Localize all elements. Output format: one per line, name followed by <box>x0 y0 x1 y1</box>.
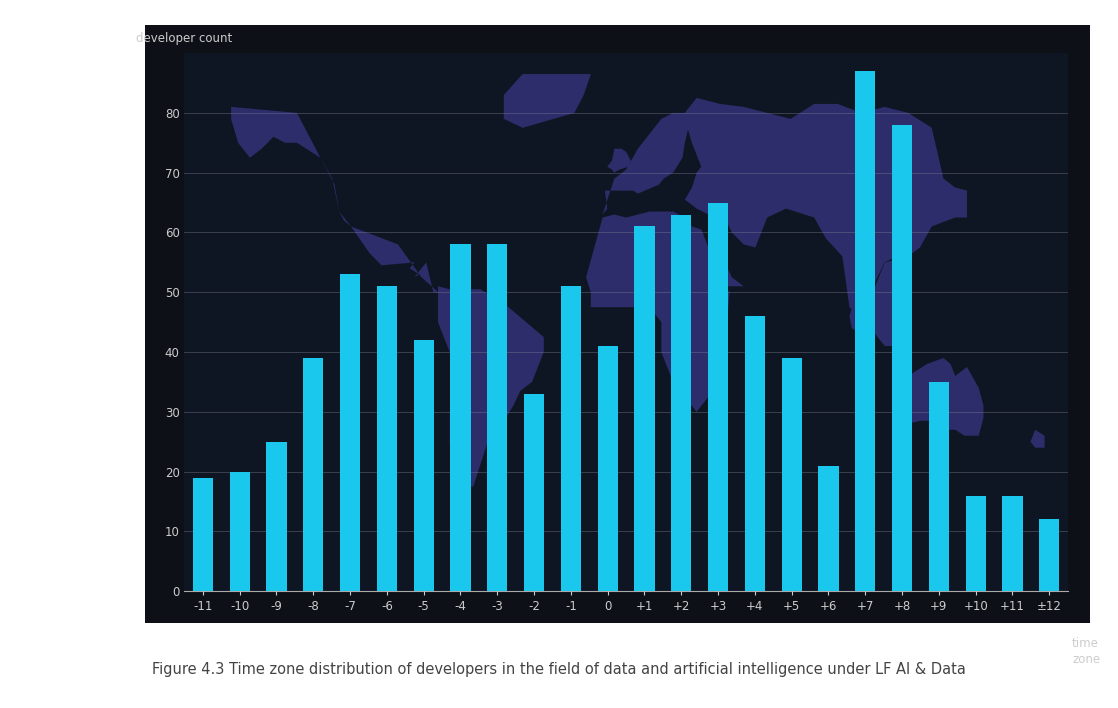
Bar <box>818 466 838 591</box>
Bar <box>671 215 691 591</box>
Bar <box>708 202 728 591</box>
Bar <box>266 442 286 591</box>
Bar <box>229 472 249 591</box>
Bar <box>855 71 875 591</box>
Bar <box>781 358 802 591</box>
Bar <box>1003 496 1023 591</box>
Bar <box>414 340 434 591</box>
Bar <box>561 286 581 591</box>
Bar <box>929 382 949 591</box>
Text: developer count: developer count <box>136 32 233 45</box>
Text: Figure 4.3 Time zone distribution of developers in the field of data and artific: Figure 4.3 Time zone distribution of dev… <box>152 661 966 677</box>
Bar <box>451 244 471 591</box>
Bar <box>966 496 986 591</box>
Bar <box>1039 520 1060 591</box>
Bar <box>340 274 360 591</box>
Bar <box>745 316 765 591</box>
Bar <box>892 125 912 591</box>
Bar <box>597 346 618 591</box>
Bar <box>192 478 214 591</box>
Bar <box>377 286 397 591</box>
Bar <box>524 394 544 591</box>
Bar <box>634 227 655 591</box>
Bar <box>303 358 323 591</box>
Text: time
zone: time zone <box>1072 637 1100 666</box>
Bar <box>487 244 508 591</box>
